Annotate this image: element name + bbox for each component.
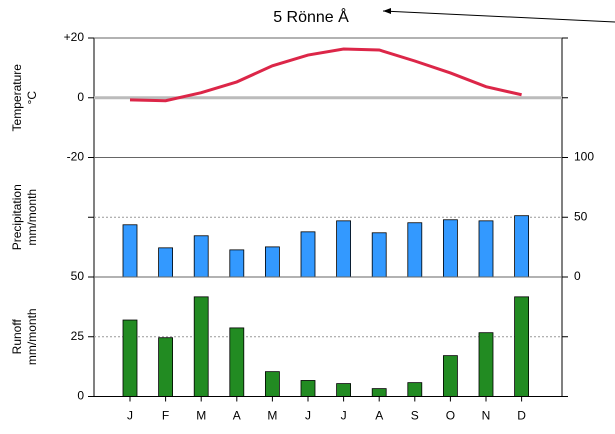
bar [478,332,494,397]
y-tick-label: 0 [77,389,84,403]
bar [514,215,529,278]
bar [442,355,458,397]
bar [300,380,316,397]
bar [407,222,423,278]
y-axis-label: Temperature [10,64,24,132]
bar [371,388,387,397]
x-tick-label: J [127,409,133,423]
y-tick-label: -20 [67,150,85,164]
y-axis-label: mm/month [25,189,39,246]
bar [229,327,245,397]
y-tick-label: 100 [574,150,594,164]
bar [300,231,316,278]
bar [371,232,387,278]
y-tick-label: 50 [71,269,85,283]
bar [336,383,352,397]
x-tick-label: J [305,409,311,423]
bar [336,220,352,278]
x-tick-label: J [341,409,347,423]
x-tick-label: N [482,409,491,423]
bar [122,224,138,278]
x-tick-label: D [517,409,526,423]
bar [264,371,280,397]
x-tick-label: F [162,409,169,423]
bar [193,296,209,397]
bar [193,235,209,278]
x-tick-label: M [267,409,277,423]
y-tick-label: 25 [71,329,85,343]
y-tick-label: 0 [77,90,84,104]
y-axis-label: Precipitation [10,184,24,250]
y-tick-label: 0 [574,269,581,283]
y-tick-label: 50 [574,209,588,223]
pointer-line [382,10,615,23]
bar [478,220,494,278]
x-tick-label: M [196,409,206,423]
y-tick-label: +20 [64,30,85,44]
bar [514,296,529,397]
bar [229,249,245,278]
x-tick-label: A [375,409,383,423]
x-tick-label: S [411,409,419,423]
bar [442,219,458,278]
x-tick-label: O [446,409,455,423]
y-axis-label: mm/month [25,308,39,365]
bar [122,319,138,397]
pointer-arrow [383,8,391,14]
bar [407,382,423,397]
y-axis-label: °C [25,91,39,105]
bar [264,246,280,278]
bar [158,247,174,278]
temperature-line [129,47,522,103]
y-axis-label: Runoff [10,319,24,355]
chart-title: 5 Rönne Å [273,7,349,26]
bar [158,337,174,397]
x-tick-label: A [233,409,241,423]
